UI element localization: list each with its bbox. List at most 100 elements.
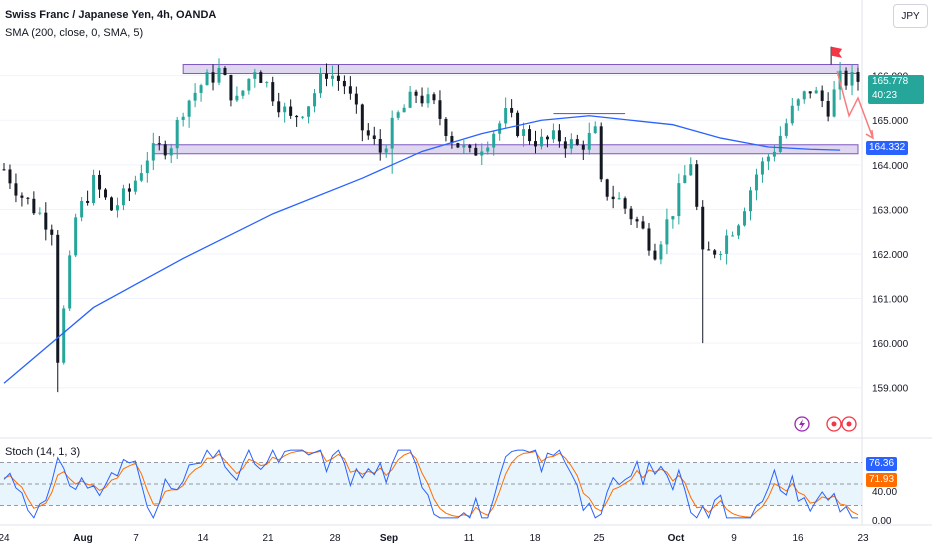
candle-body — [766, 156, 770, 162]
candle-body — [50, 229, 54, 235]
candle-body — [104, 189, 108, 198]
candle-body — [98, 174, 102, 190]
candle-body — [504, 108, 508, 124]
candle-body — [719, 253, 723, 255]
candle-body — [336, 75, 340, 81]
time-tick-label: Aug — [73, 533, 92, 544]
candle-body — [109, 197, 113, 211]
candle-body — [420, 95, 424, 104]
lightning-bolt — [799, 419, 805, 430]
sma-value-tag: 164.332 — [866, 141, 909, 155]
candle-body — [790, 105, 794, 124]
candle-body — [354, 93, 358, 105]
candle-body — [659, 244, 663, 260]
candle-body — [450, 135, 454, 144]
candle-body — [253, 72, 257, 79]
candle-body — [689, 164, 693, 176]
time-tick-label: 11 — [464, 533, 475, 544]
candle-body — [187, 100, 191, 117]
time-tick-label: Oct — [668, 533, 685, 544]
candle-body — [372, 135, 376, 139]
candle-body — [133, 180, 137, 192]
event-icon-1 — [826, 416, 842, 432]
candle-body — [145, 160, 149, 174]
candle-body — [360, 104, 364, 131]
candle-body — [121, 188, 125, 206]
stoch-d-line — [3, 450, 859, 518]
candle-body — [444, 118, 448, 136]
candle-body — [575, 139, 579, 145]
candle-body — [593, 126, 597, 133]
candle-body — [217, 67, 221, 83]
candle-body — [474, 147, 478, 156]
candle-body — [713, 250, 717, 255]
candle-body — [528, 129, 532, 142]
sma-legend[interactable]: SMA (200, close, 0, SMA, 5) — [5, 27, 144, 39]
candle-body — [563, 141, 567, 149]
candle-body — [701, 206, 705, 250]
candle-body — [44, 212, 48, 230]
price-tick-label: 162.000 — [872, 250, 909, 261]
candle-body — [205, 72, 209, 86]
candle-body — [480, 151, 484, 156]
candle-body — [301, 116, 305, 118]
candle-body — [80, 200, 84, 218]
candle-body — [426, 94, 430, 104]
candle-body — [68, 255, 72, 309]
candle-body — [611, 196, 615, 200]
candle-body — [545, 136, 549, 140]
time-tick-label: 14 — [197, 533, 209, 544]
candle-body — [414, 91, 418, 96]
candle-body — [169, 148, 173, 156]
candle-body — [432, 94, 436, 101]
currency-button[interactable]: JPY — [893, 4, 928, 28]
time-tick-label: 23 — [857, 533, 869, 544]
candle-body — [844, 70, 848, 86]
candle-body — [223, 67, 227, 75]
candle-body — [665, 219, 669, 245]
candle-body — [163, 144, 167, 156]
candle-body — [629, 208, 633, 220]
countdown-value: 40:23 — [872, 90, 898, 101]
candle-body — [695, 164, 699, 207]
candle-body — [599, 126, 603, 180]
candle-body — [784, 123, 788, 136]
stoch-k-line — [3, 448, 858, 520]
candle-body — [348, 86, 352, 94]
candle-body — [289, 106, 293, 116]
stoch-legend[interactable]: Stoch (14, 1, 3) — [5, 446, 81, 458]
candle-body — [725, 235, 729, 254]
candle-body — [468, 145, 472, 148]
candle-body — [635, 219, 639, 222]
candle-body — [193, 92, 197, 101]
candle-body — [20, 195, 24, 198]
event-icon-2 — [841, 416, 857, 432]
projection-arrow — [836, 71, 874, 139]
time-tick-label: 7 — [133, 533, 139, 544]
candle-body — [754, 174, 758, 191]
candle-body — [115, 205, 119, 211]
sma-200-line — [3, 115, 841, 384]
candle-body — [820, 90, 824, 101]
candle-body — [8, 169, 12, 184]
price-tick-label: 161.000 — [872, 295, 909, 306]
candle-body — [259, 72, 263, 83]
stoch-tick-label: 0.00 — [872, 516, 892, 527]
candle-body — [396, 112, 400, 118]
candle-body — [510, 108, 514, 113]
time-tick-label: 24 — [0, 533, 10, 544]
candle-body — [307, 106, 311, 117]
last-price-tag: 165.778 40:23 — [868, 75, 924, 104]
candle-body — [62, 308, 66, 363]
event-icon-1-dot — [831, 421, 837, 427]
candle-body — [265, 82, 269, 84]
flag-icon — [831, 46, 843, 58]
candle-body — [486, 147, 490, 152]
candle-body — [731, 235, 735, 237]
candle-body — [498, 123, 502, 134]
price-tick-label: 160.000 — [872, 339, 909, 350]
stoch-tick-label: 40.00 — [872, 487, 897, 498]
candle-body — [539, 136, 543, 147]
